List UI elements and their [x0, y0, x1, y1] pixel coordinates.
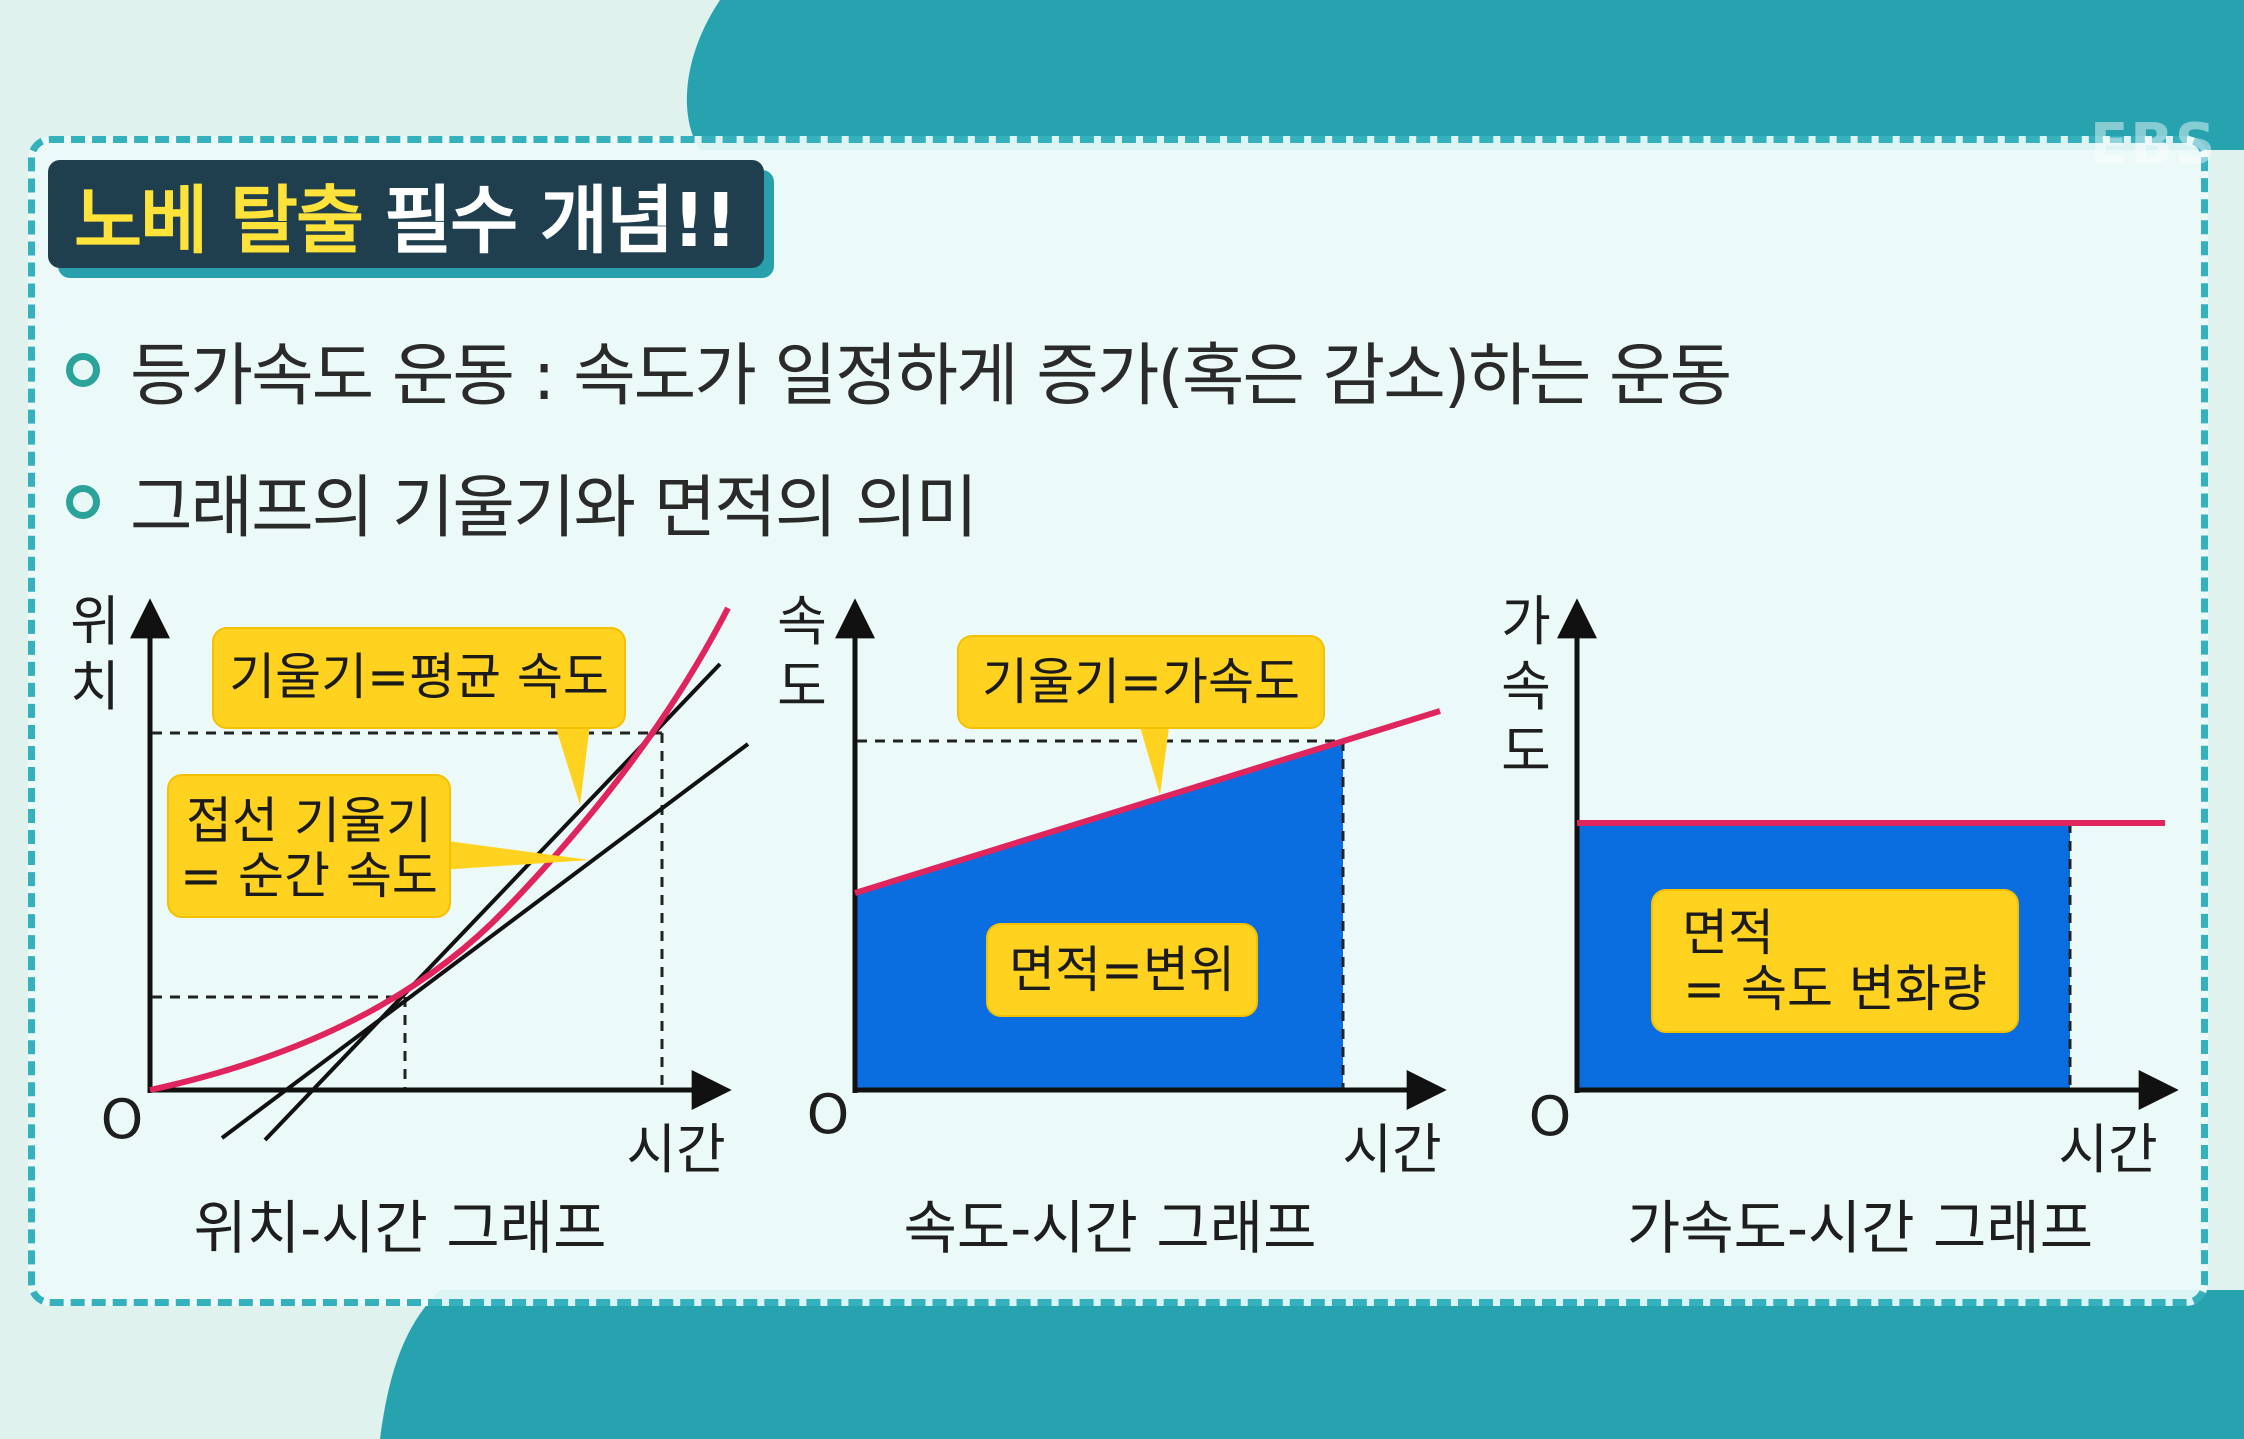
bullet-item-1: 등가속도 운동 : 속도가 일정하게 증가(혹은 감소)하는 운동 [66, 320, 1732, 419]
bullet-text-2: 그래프의 기울기와 면적의 의미 [130, 469, 978, 548]
position-origin: O [101, 1088, 144, 1151]
title-highlight: 노베 탈출 [74, 177, 364, 264]
acceleration-x-label: 시간 [2058, 1118, 2157, 1181]
callout-velocity-change-line2: = 속도 변화량 [1683, 960, 1987, 1018]
callout-pointer [440, 840, 590, 870]
acceleration-y-label-2: 속 [1501, 655, 1551, 718]
bullet-item-2: 그래프의 기울기와 면적의 의미 [66, 452, 978, 551]
acceleration-caption: 가속도-시간 그래프 [1627, 1194, 2093, 1262]
callout-instant-line2: = 순간 속도 [180, 847, 438, 905]
tangent-line [220, 742, 750, 1140]
acceleration-origin: O [1529, 1085, 1572, 1148]
velocity-time-graph: 기울기=가속도 면적=변위 속 도 O 시간 속도-시간 그래프 [777, 590, 1447, 1262]
callout-pointer [1138, 720, 1170, 795]
bullet-dot-icon [66, 352, 100, 387]
position-y-label-1: 위 [70, 590, 120, 653]
callout-velocity-change-line1: 면적 [1682, 904, 1774, 962]
acceleration-y-label-1: 가 [1501, 590, 1551, 653]
callout-avg-velocity-box [212, 627, 626, 729]
title-banner: 노베 탈출 필수 개념!! [48, 160, 764, 268]
position-y-label-2: 치 [70, 655, 120, 718]
position-x-label: 시간 [626, 1118, 725, 1181]
acceleration-y-label-3: 도 [1501, 720, 1551, 783]
callout-acceleration-box [957, 635, 1325, 729]
velocity-line [854, 708, 1441, 896]
teal-blob-bottom [380, 1290, 2244, 1439]
ebs-watermark: EBS [2090, 112, 2218, 177]
callout-instant-line1: 접선 기울기 [186, 792, 432, 850]
callout-velocity-change-box [1651, 889, 2019, 1033]
velocity-x-label: 시간 [1342, 1118, 1441, 1181]
callout-acceleration: 기울기=가속도 [982, 653, 1300, 711]
velocity-origin: O [807, 1083, 850, 1146]
callout-displacement-box [986, 923, 1258, 1017]
position-curve [149, 606, 731, 1093]
velocity-caption: 속도-시간 그래프 [904, 1194, 1317, 1262]
callout-pointer [555, 725, 590, 805]
velocity-y-label-1: 속 [777, 590, 827, 653]
title-rest: 필수 개념!! [384, 177, 738, 264]
velocity-area [855, 741, 1343, 1090]
callout-avg-velocity: 기울기=평균 속도 [229, 648, 609, 706]
position-time-graph: 기울기=평균 속도 접선 기울기 = 순간 속도 위 치 O 시간 위치-시간 … [70, 590, 750, 1262]
velocity-y-label-2: 도 [777, 655, 827, 718]
bullet-dot-icon [66, 484, 100, 519]
teal-blob-top [686, 0, 2244, 150]
bullet-text-1: 등가속도 운동 : 속도가 일정하게 증가(혹은 감소)하는 운동 [130, 337, 1732, 416]
callout-instant-velocity-box [167, 774, 451, 918]
callout-displacement: 면적=변위 [1009, 941, 1235, 999]
acceleration-time-graph: 면적 = 속도 변화량 가 속 도 O 시간 가속도-시간 그래프 [1501, 590, 2179, 1262]
position-caption: 위치-시간 그래프 [194, 1194, 607, 1262]
